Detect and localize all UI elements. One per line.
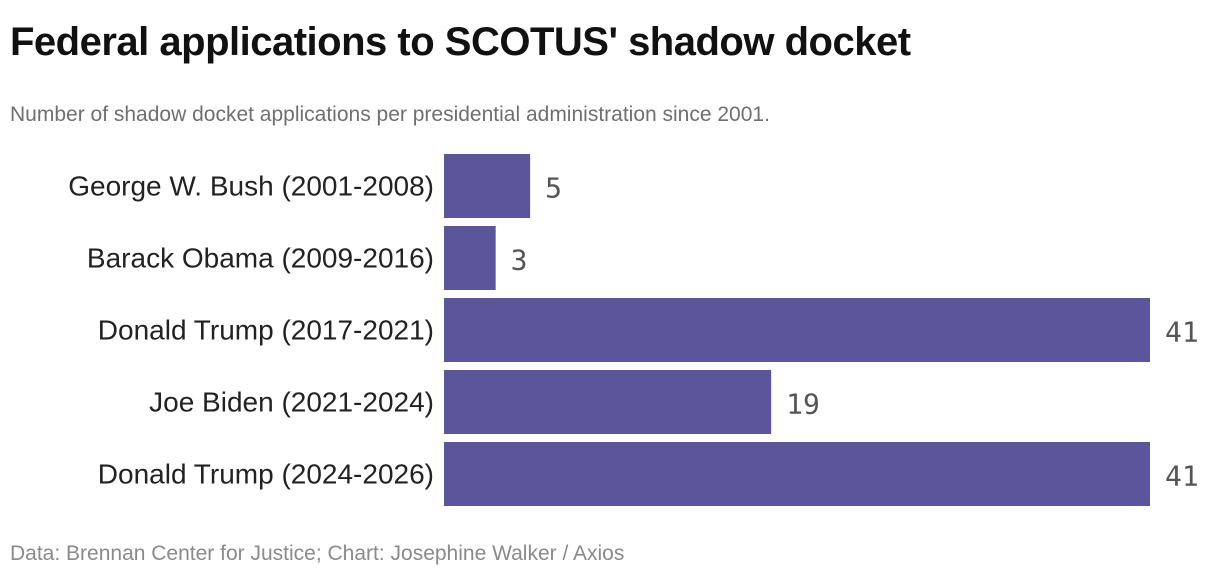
category-label-5: Donald Trump (2024-2026) [98, 459, 434, 490]
bar-3 [444, 298, 1150, 362]
bar-2 [444, 226, 496, 290]
category-label-3: Donald Trump (2017-2021) [98, 315, 434, 346]
value-label-5: 41 [1165, 460, 1199, 493]
bar-5 [444, 442, 1150, 506]
source-credit: Data: Brennan Center for Justice; Chart:… [10, 542, 625, 565]
value-label-3: 41 [1165, 316, 1199, 349]
chart-title: Federal applications to SCOTUS' shadow d… [10, 20, 911, 64]
category-label-2: Barack Obama (2009-2016) [87, 243, 434, 274]
value-label-2: 3 [511, 244, 528, 277]
category-label-4: Joe Biden (2021-2024) [149, 387, 434, 418]
bar-1 [444, 154, 531, 218]
category-label-1: George W. Bush (2001-2008) [68, 171, 434, 202]
value-label-4: 19 [786, 388, 820, 421]
value-label-1: 5 [545, 172, 562, 205]
bar-4 [444, 370, 772, 434]
chart-subtitle: Number of shadow docket applications per… [10, 103, 770, 126]
